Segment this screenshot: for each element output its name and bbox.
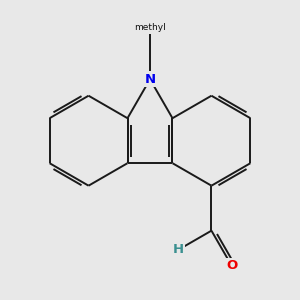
- Text: N: N: [144, 73, 156, 86]
- Text: methyl: methyl: [134, 23, 166, 32]
- Text: O: O: [226, 259, 237, 272]
- Text: H: H: [173, 243, 184, 256]
